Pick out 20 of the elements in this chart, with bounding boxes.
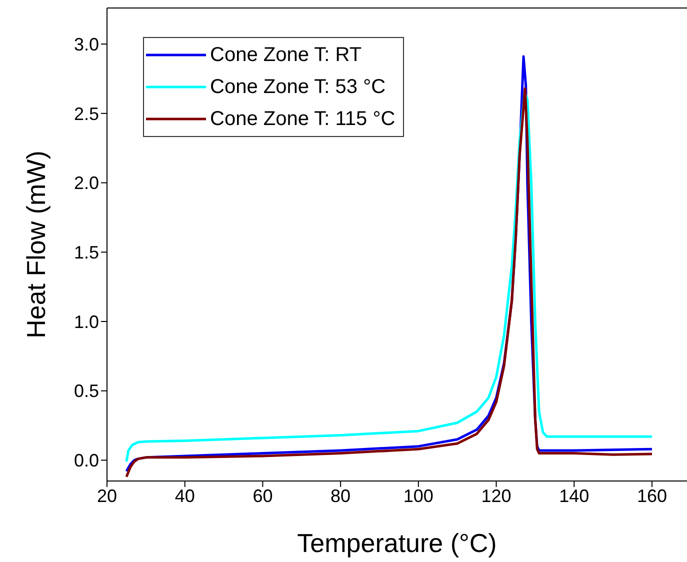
x-tick-label: 20 <box>96 486 118 506</box>
x-tick-label: 80 <box>330 486 351 506</box>
legend-label: Cone Zone T: 115 °C <box>210 107 396 132</box>
x-axis-title: Temperature (°C) <box>297 528 497 558</box>
y-tick-label: 0.0 <box>74 450 99 471</box>
x-tick-label: 140 <box>559 486 590 506</box>
y-tick-label: 2.0 <box>74 173 99 194</box>
legend-label: Cone Zone T: 53 °C <box>210 75 386 100</box>
y-tick-label: 2.5 <box>74 104 99 124</box>
y-tick-label: 3.0 <box>74 34 99 54</box>
x-tick-label: 120 <box>481 486 512 506</box>
x-tick-label: 100 <box>403 486 434 506</box>
x-tick-label: 60 <box>252 486 273 506</box>
legend-label: Cone Zone T: RT <box>210 43 362 68</box>
y-axis-title: Heat Flow (mW) <box>21 150 51 338</box>
x-tick-label: 160 <box>636 486 667 506</box>
y-tick-label: 1.5 <box>74 242 99 263</box>
y-tick-label: 0.5 <box>74 381 99 402</box>
y-tick-label: 1.0 <box>74 312 99 332</box>
x-tick-label: 40 <box>174 486 195 506</box>
